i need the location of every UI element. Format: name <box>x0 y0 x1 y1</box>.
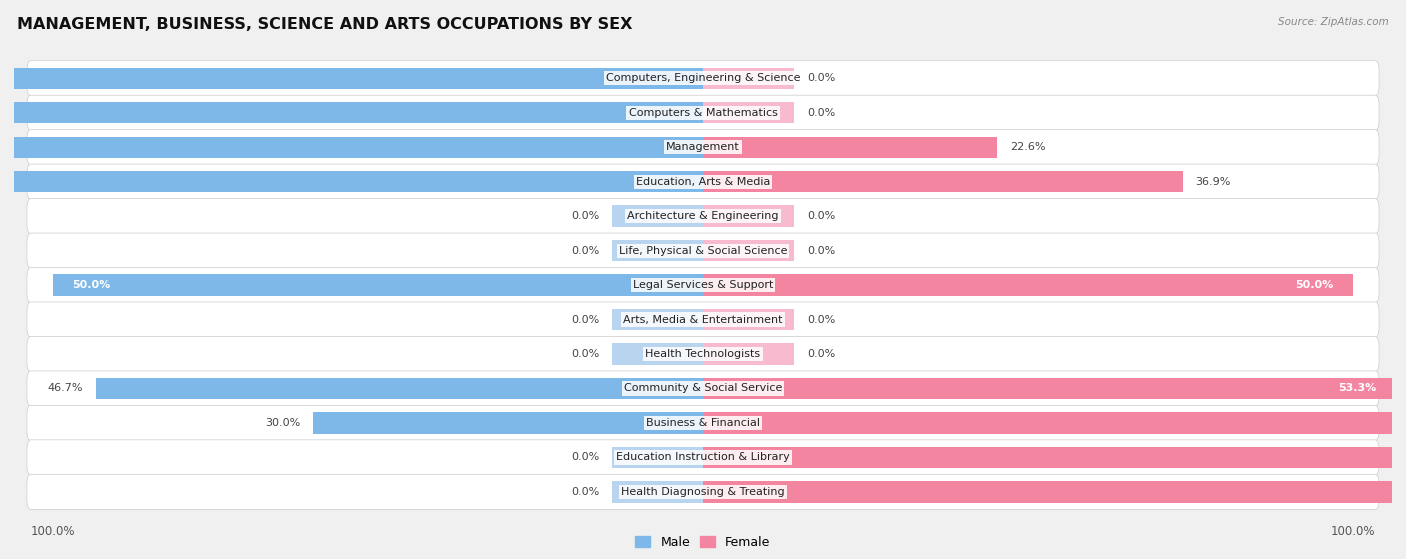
Text: Business & Financial: Business & Financial <box>645 418 761 428</box>
FancyBboxPatch shape <box>27 337 1379 372</box>
Bar <box>612 206 703 227</box>
Bar <box>703 102 794 124</box>
Text: Life, Physical & Social Science: Life, Physical & Social Science <box>619 245 787 255</box>
Text: Legal Services & Support: Legal Services & Support <box>633 280 773 290</box>
Bar <box>0 136 703 158</box>
Bar <box>612 481 703 503</box>
Text: Education Instruction & Library: Education Instruction & Library <box>616 452 790 462</box>
Bar <box>0 68 703 89</box>
Text: Source: ZipAtlas.com: Source: ZipAtlas.com <box>1278 17 1389 27</box>
Text: 0.0%: 0.0% <box>571 487 599 497</box>
Text: Health Technologists: Health Technologists <box>645 349 761 359</box>
Bar <box>703 481 1406 503</box>
Bar <box>703 274 1353 296</box>
Bar <box>612 240 703 261</box>
FancyBboxPatch shape <box>27 130 1379 165</box>
Bar <box>703 447 1406 468</box>
Bar <box>703 343 794 364</box>
Bar <box>612 309 703 330</box>
FancyBboxPatch shape <box>27 61 1379 96</box>
FancyBboxPatch shape <box>27 164 1379 199</box>
Text: 0.0%: 0.0% <box>807 108 835 118</box>
Text: Computers & Mathematics: Computers & Mathematics <box>628 108 778 118</box>
FancyBboxPatch shape <box>27 405 1379 440</box>
Bar <box>314 413 703 434</box>
Text: Management: Management <box>666 142 740 152</box>
Text: 46.7%: 46.7% <box>48 383 83 394</box>
Bar <box>703 240 794 261</box>
FancyBboxPatch shape <box>27 440 1379 475</box>
FancyBboxPatch shape <box>27 268 1379 302</box>
Bar <box>703 206 794 227</box>
Text: 36.9%: 36.9% <box>1195 177 1232 187</box>
Bar <box>703 136 997 158</box>
FancyBboxPatch shape <box>27 233 1379 268</box>
Text: 50.0%: 50.0% <box>73 280 111 290</box>
Text: 0.0%: 0.0% <box>807 211 835 221</box>
Bar <box>703 171 1182 192</box>
Text: 0.0%: 0.0% <box>571 245 599 255</box>
Text: 0.0%: 0.0% <box>807 349 835 359</box>
Text: 22.6%: 22.6% <box>1010 142 1045 152</box>
Text: 30.0%: 30.0% <box>264 418 299 428</box>
Bar <box>703 68 794 89</box>
FancyBboxPatch shape <box>27 198 1379 234</box>
Text: 0.0%: 0.0% <box>807 315 835 325</box>
Bar <box>0 171 703 192</box>
Text: MANAGEMENT, BUSINESS, SCIENCE AND ARTS OCCUPATIONS BY SEX: MANAGEMENT, BUSINESS, SCIENCE AND ARTS O… <box>17 17 633 32</box>
Text: Architecture & Engineering: Architecture & Engineering <box>627 211 779 221</box>
Text: 0.0%: 0.0% <box>571 315 599 325</box>
Text: 0.0%: 0.0% <box>571 349 599 359</box>
Bar <box>703 413 1406 434</box>
Text: Community & Social Service: Community & Social Service <box>624 383 782 394</box>
Text: Arts, Media & Entertainment: Arts, Media & Entertainment <box>623 315 783 325</box>
Text: 50.0%: 50.0% <box>1295 280 1333 290</box>
Bar <box>612 343 703 364</box>
Text: Education, Arts & Media: Education, Arts & Media <box>636 177 770 187</box>
Text: Computers, Engineering & Science: Computers, Engineering & Science <box>606 73 800 83</box>
Bar <box>53 274 703 296</box>
Bar <box>703 309 794 330</box>
Text: 0.0%: 0.0% <box>571 452 599 462</box>
Text: 0.0%: 0.0% <box>571 211 599 221</box>
FancyBboxPatch shape <box>27 371 1379 406</box>
Bar <box>96 378 703 399</box>
Text: 0.0%: 0.0% <box>807 73 835 83</box>
Bar <box>703 378 1396 399</box>
FancyBboxPatch shape <box>27 302 1379 337</box>
Text: 53.3%: 53.3% <box>1339 383 1376 394</box>
Legend: Male, Female: Male, Female <box>630 531 776 554</box>
FancyBboxPatch shape <box>27 474 1379 509</box>
Text: 0.0%: 0.0% <box>807 245 835 255</box>
FancyBboxPatch shape <box>27 95 1379 130</box>
Bar <box>0 102 703 124</box>
Text: Health Diagnosing & Treating: Health Diagnosing & Treating <box>621 487 785 497</box>
Bar <box>612 447 703 468</box>
